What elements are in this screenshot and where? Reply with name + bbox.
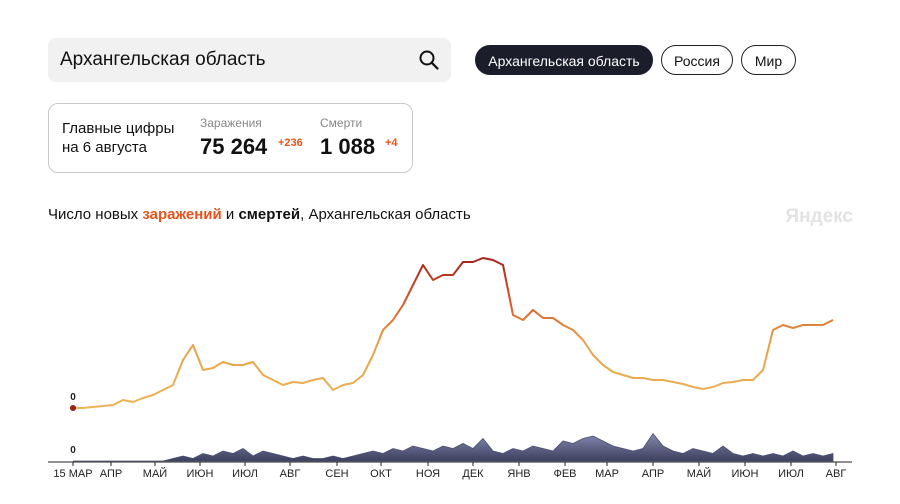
x-tick-label: АВГ: [280, 468, 301, 480]
x-tick-label: ДЕК: [462, 468, 484, 480]
chart-title: Число новых заражений и смертей, Арханге…: [48, 206, 471, 223]
search-icon[interactable]: [419, 50, 439, 70]
title-part: Число новых: [48, 206, 142, 223]
title-part: заражений: [142, 206, 221, 223]
summary-title: Главные цифры: [62, 120, 175, 137]
x-tick-label: ЯНВ: [507, 468, 530, 480]
title-part: смертей: [238, 206, 300, 223]
y-tick-label: 0: [70, 392, 76, 403]
summary-date: на 6 августа: [62, 139, 147, 156]
x-tick-label: ОКТ: [370, 468, 392, 480]
y-tick-label: 0: [70, 445, 76, 456]
deaths-total: 1 088: [320, 134, 376, 159]
x-tick-label: МАР: [595, 468, 619, 480]
x-tick-label: АВГ: [826, 468, 847, 480]
start-point: [70, 405, 76, 411]
search-query[interactable]: Архангельская область: [60, 49, 266, 70]
x-tick-label: ИЮЛ: [232, 468, 258, 480]
x-tick-label: НОЯ: [416, 468, 440, 480]
x-tick-label: ИЮЛ: [778, 468, 804, 480]
title-part: , Архангельская область: [300, 206, 471, 223]
region-tab[interactable]: Архангельская область: [475, 45, 653, 75]
infections-total: 75 264: [200, 134, 268, 159]
search-box[interactable]: Архангельская область: [48, 38, 451, 82]
region-tab[interactable]: Россия: [661, 45, 733, 75]
x-tick-label: ФЕВ: [553, 468, 576, 480]
deaths-area: [73, 432, 834, 462]
x-tick-label: ИЮН: [187, 468, 214, 480]
x-tick-label: АПР: [642, 468, 664, 480]
deaths-label: Смерти: [320, 116, 363, 130]
deaths-delta: +4: [385, 137, 398, 149]
infections-line: [73, 257, 834, 409]
x-tick-label: АПР: [100, 468, 122, 480]
x-tick-label: ИЮН: [732, 468, 759, 480]
brand-logo: Яндекс: [785, 206, 853, 227]
infections-label: Заражения: [200, 116, 262, 130]
x-tick-label: МАЙ: [143, 467, 167, 480]
x-tick-label: СЕН: [325, 468, 348, 480]
summary-card: Главные цифры на 6 августа Заражения 75 …: [48, 103, 413, 173]
infections-delta: +236: [278, 137, 303, 149]
x-tick-label: МАЙ: [687, 467, 711, 480]
title-part: и: [222, 206, 239, 223]
x-tick-label: 15 МАР: [53, 468, 92, 480]
region-tab[interactable]: Мир: [741, 45, 796, 75]
